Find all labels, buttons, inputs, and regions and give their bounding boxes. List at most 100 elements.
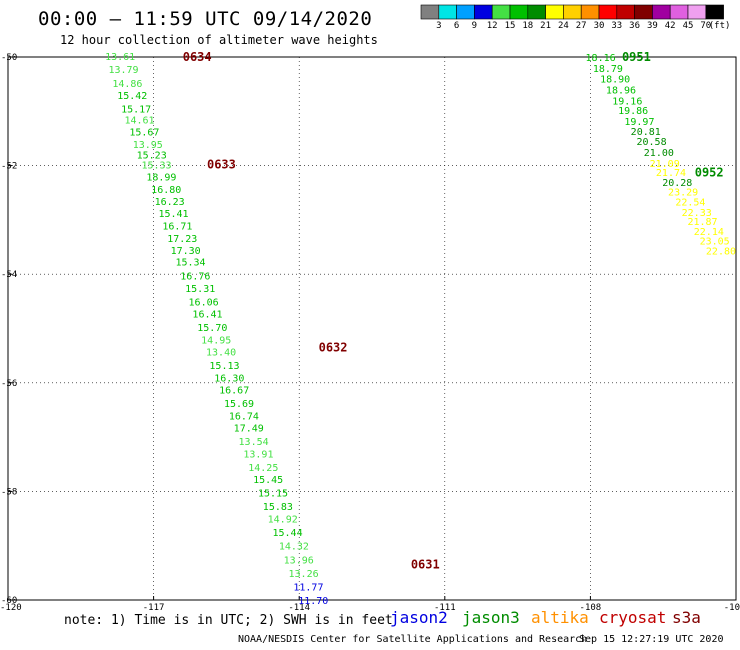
wave-height-label: 11.70 [298,596,328,607]
pass-time-label: 0631 [411,558,440,572]
legend-tick-label: 30 [593,21,605,31]
generated-timestamp: Sep 15 12:27:19 UTC 2020 [579,634,724,645]
wave-height-label: 17.30 [171,246,201,257]
wave-height-label: 14.95 [201,335,231,346]
legend-tick-label: 15 [504,21,516,31]
wave-height-label: 16.06 [189,297,219,308]
y-tick-label: -50 [1,53,17,63]
wave-height-label: 15.17 [121,105,151,116]
pass-time-label: 0634 [183,50,212,64]
satellite-name: s3a [672,608,701,627]
wave-height-label: 13.26 [289,569,319,580]
wave-height-label: 15.15 [258,488,288,499]
wave-height-label: 13.54 [239,437,269,448]
wave-height-label: 13.61 [105,52,135,63]
wave-height-label: 20.28 [662,178,692,189]
pass-time-label: 0632 [319,341,348,355]
wave-height-label: 16.71 [162,221,192,232]
satellite-name: jason2 [390,608,448,627]
wave-height-label: 11.77 [293,582,323,593]
wave-height-label: 21.09 [650,159,680,170]
wave-height-label: 13.40 [206,347,236,358]
chart-title: 00:00 – 11:59 UTC 09/14/2020 [38,8,373,30]
wave-height-label: 16.41 [192,309,222,320]
satellite-name: cryosat [599,608,667,627]
wave-height-label: 15.33 [141,161,171,172]
wave-height-label: 16.30 [214,373,244,384]
wave-height-label: 15.45 [253,475,283,486]
legend-swatch [705,4,724,20]
wave-height-label: 15.42 [117,91,147,102]
wave-height-label: 22.54 [675,197,705,208]
wave-height-label: 13.79 [108,65,138,76]
wave-height-label: 15.31 [185,284,215,295]
legend-tick-label: 42 [664,21,676,31]
legend-tick-label: 12 [486,21,498,31]
y-tick-label: -56 [1,379,17,389]
wave-height-label: 15.34 [175,258,205,269]
pass-time-label: 0633 [207,158,236,172]
wave-height-label: 22.33 [682,208,712,219]
wave-height-label: 18.96 [606,86,636,97]
satellite-name: altika [531,608,589,627]
plot-frame [7,56,737,601]
wave-height-label: 14.86 [112,79,142,90]
wave-height-label: 23.05 [700,237,730,248]
wave-height-label: 19.16 [612,96,642,107]
x-tick-label: -111 [434,603,456,610]
wave-height-label: 20.58 [637,137,667,148]
legend-tick-label: 39 [646,21,658,31]
y-tick-label: -60 [1,596,17,606]
wave-height-label: 14.32 [279,542,309,553]
legend-tick-label: 36 [629,21,641,31]
wave-height-label: 18.90 [600,75,630,86]
x-tick-label: -10 [724,603,740,610]
wave-height-label: 18.16 [586,53,616,64]
y-tick-label: -54 [1,270,17,280]
wave-height-label: 19.86 [618,106,648,117]
wave-height-label: 17.23 [167,234,197,245]
wave-height-map: -50 -52 -54 -56 -58 -60-120 -117 -114 -111 -108 -1… [0,50,740,610]
wave-height-label: 23.29 [668,188,698,199]
legend-tick-label: 70 [700,21,712,31]
legend-tick-label: 18 [522,21,534,31]
wave-height-label: 21.00 [644,148,674,159]
legend-tick-label: 6 [453,21,460,31]
pass-time-label: 0951 [622,50,651,64]
legend-unit: (ft) [708,21,731,31]
wave-height-label: 21.74 [656,168,686,179]
satellite-name: jason3 [462,608,520,627]
legend-tick-label: 27 [575,21,587,31]
wave-height-label: 21.87 [687,217,717,228]
wave-height-label: 16.74 [229,411,259,422]
wave-height-label: 19.97 [624,117,654,128]
wave-height-label: 15.67 [129,127,159,138]
x-tick-label: -108 [580,603,602,610]
y-tick-label: -58 [1,487,17,497]
wave-height-label: 16.23 [155,197,185,208]
wave-height-label: 15.41 [158,209,188,220]
pass-time-label: 0952 [695,166,724,180]
wave-height-label: 16.67 [219,385,249,396]
legend-tick-label: 45 [682,21,694,31]
wave-height-label: 14.25 [248,463,278,474]
legend-tick-label: 21 [540,21,552,31]
wave-height-label: 15.69 [224,399,254,410]
wave-height-label: 13.96 [284,555,314,566]
wave-height-label: 22.80 [706,246,736,257]
wave-height-label: 14.92 [268,515,298,526]
wave-height-label: 16.80 [151,185,181,196]
wave-height-label: 15.70 [197,323,227,334]
x-tick-label: -120 [0,603,22,610]
wave-height-label: 14.61 [124,115,154,126]
chart-subtitle: 12 hour collection of altimeter wave hei… [60,33,378,47]
credit-line: NOAA/NESDIS Center for Satellite Applica… [238,634,588,645]
wave-height-label: 15.23 [137,151,167,162]
wave-height-label: 16.76 [180,271,210,282]
wave-height-label: 13.95 [133,140,163,151]
y-tick-label: -52 [1,162,17,172]
wave-height-label: 22.14 [694,227,724,238]
legend-tick-label: 33 [611,21,623,31]
wave-height-label: 15.13 [209,361,239,372]
wave-height-label: 15.83 [263,502,293,513]
